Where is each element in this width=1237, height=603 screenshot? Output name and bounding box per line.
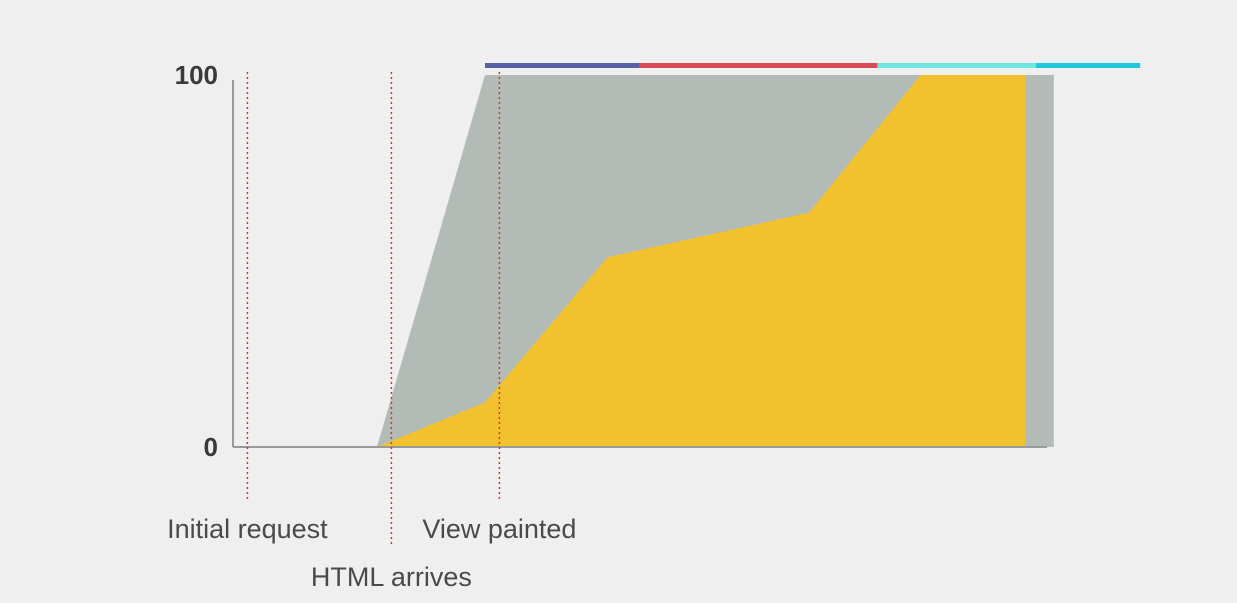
area-series-2 xyxy=(233,75,1025,447)
y-tick-0: 0 xyxy=(204,432,218,462)
top-bar-segment-1 xyxy=(485,63,640,68)
y-tick-100: 100 xyxy=(175,60,218,90)
top-bar-segment-2 xyxy=(639,63,878,68)
area-layer xyxy=(233,75,1054,447)
top-bar-segment-3 xyxy=(877,63,1036,68)
marker-label-3: View painted xyxy=(422,514,576,544)
event-markers: Initial request HTML arrives View painted xyxy=(167,72,576,592)
y-tick-labels: 0 100 xyxy=(175,60,218,462)
axes-layer xyxy=(232,80,1047,448)
marker-label-2: HTML arrives xyxy=(311,562,472,592)
marker-label-1: Initial request xyxy=(167,514,328,544)
top-bar-segment-4 xyxy=(1035,63,1141,68)
top-progress-bar xyxy=(485,63,1141,68)
